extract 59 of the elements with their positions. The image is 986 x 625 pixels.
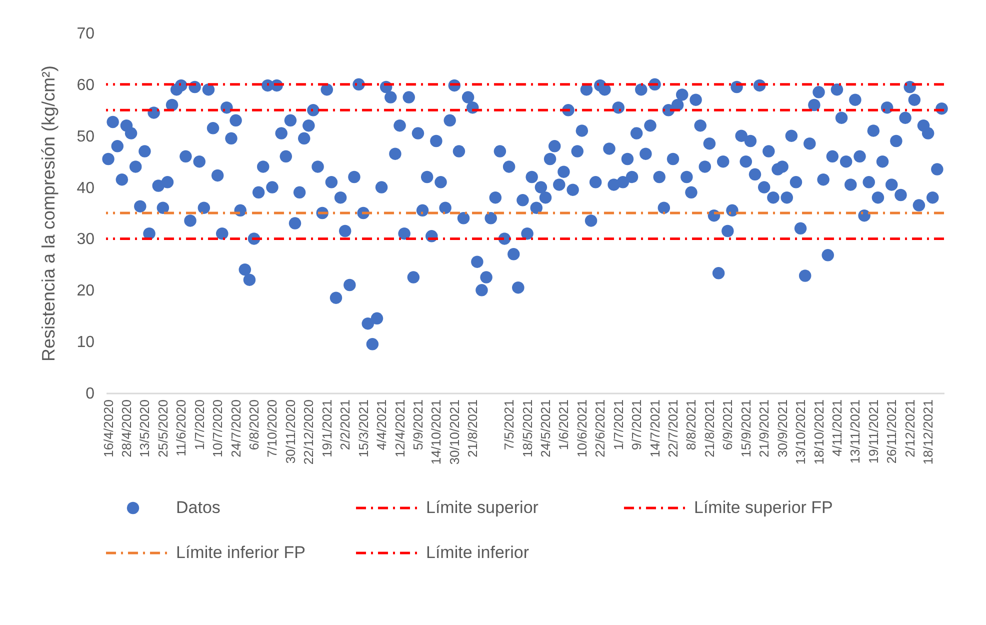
- x-tick-label: 22/6/2021: [592, 400, 608, 458]
- y-axis-title: Resistencia a la compresión (kg/cm²): [38, 65, 59, 362]
- x-tick-label: 24/7/2020: [228, 400, 244, 458]
- x-tick-label: 13/11/2021: [848, 400, 863, 464]
- x-tick-label: 30/11/2020: [282, 400, 298, 464]
- x-tick-label: 26/11/2021: [884, 400, 900, 464]
- x-tick-label: 1/7/2021: [610, 400, 626, 450]
- y-tick-label: 70: [76, 26, 95, 42]
- y-tick-label: 0: [86, 386, 95, 402]
- x-tick-label: 12/4/2021: [392, 400, 408, 458]
- legend-label: Límite inferior FP: [176, 543, 306, 562]
- legend-label: Límite superior: [426, 498, 539, 517]
- x-tick-label: 30/9/2021: [774, 400, 790, 458]
- x-tick-label: 10/7/2020: [210, 400, 226, 458]
- x-tick-label: 1/7/2020: [192, 400, 207, 450]
- x-tick-label: 19/1/2021: [319, 400, 334, 458]
- x-tick-label: 22/12/2020: [301, 400, 316, 465]
- x-tick-label: 4/4/2021: [374, 400, 390, 450]
- x-tick-label: 18/5/2021: [520, 400, 535, 458]
- x-tick-label: 19/11/2021: [866, 400, 881, 464]
- x-tick-label: 18/10/2021: [811, 400, 826, 465]
- x-tick-label: 8/8/2021: [684, 400, 699, 450]
- x-tick-label: 6/9/2021: [720, 400, 736, 450]
- y-tick-label: 40: [76, 180, 95, 197]
- x-tick-label: 6/8/2020: [246, 400, 262, 450]
- x-tick-label: 30/10/2021: [446, 400, 462, 465]
- x-tick-label: 10/6/2021: [574, 400, 590, 458]
- x-tick-label: 24/5/2021: [538, 400, 553, 458]
- x-tick-label: 7/10/2020: [264, 400, 280, 458]
- x-tick-label: 21/8/2021: [702, 400, 717, 458]
- y-tick-label: 30: [76, 231, 95, 248]
- x-tick-label: 1/6/2021: [556, 400, 572, 450]
- x-tick-label: 14/10/2021: [428, 400, 444, 465]
- x-tick-label: 9/7/2021: [629, 400, 644, 450]
- y-tick-label: 60: [76, 76, 95, 94]
- x-tick-label: 14/7/2021: [647, 400, 662, 458]
- x-tick-label: 22/7/2021: [666, 400, 681, 458]
- legend-label: Datos: [176, 498, 220, 517]
- x-tick-label: 25/5/2020: [155, 400, 170, 458]
- legend-label: Límite inferior: [426, 543, 530, 562]
- x-tick-label: 13/5/2020: [137, 400, 152, 458]
- y-tick-label: 50: [76, 128, 95, 146]
- x-tick-label: 28/4/2020: [118, 400, 134, 458]
- y-tick-label: 20: [76, 282, 95, 300]
- y-tick-label: 10: [76, 334, 95, 352]
- x-tick-label: 5/9/2021: [410, 400, 426, 450]
- x-tick-label: 11/6/2020: [174, 400, 189, 456]
- x-tick-label: 21/9/2021: [756, 400, 772, 458]
- x-tick-label: 15/3/2021: [356, 400, 371, 458]
- x-tick-label: 4/11/2021: [829, 400, 844, 456]
- x-tick-label: 16/4/2020: [100, 400, 116, 458]
- legend-label: Límite superior FP: [694, 498, 833, 517]
- x-tick-label: 21/8/2021: [465, 400, 480, 458]
- x-tick-label: 15/9/2021: [738, 400, 754, 458]
- x-tick-label: 18/12/2021: [920, 400, 936, 465]
- x-tick-label: 7/5/2021: [502, 400, 517, 450]
- x-tick-label: 13/10/2021: [793, 400, 808, 465]
- x-tick-label: 2/12/2021: [902, 400, 918, 458]
- x-tick-label: 2/2/2021: [338, 400, 353, 450]
